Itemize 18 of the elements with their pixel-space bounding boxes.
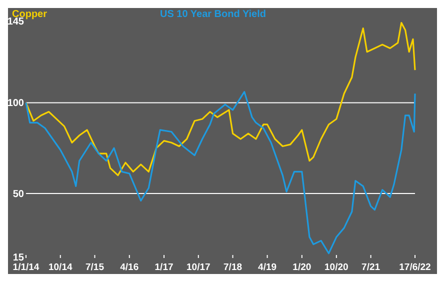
x-tick-label: 10/14 [48, 262, 73, 273]
x-tick-label: 7/21 [362, 262, 381, 273]
x-tick-label: 17/6/22 [399, 262, 431, 273]
x-tick-label: 4/16 [120, 262, 139, 273]
x-tick-label: 1/20 [292, 262, 312, 273]
x-tick-label: 1/17 [154, 262, 174, 273]
y-tick-label: 50 [12, 188, 24, 200]
y-tick-label: 100 [7, 98, 24, 110]
line-series [25, 22, 416, 176]
x-tick-label: 1/1/14 [12, 262, 40, 273]
x-tick-label: 4/19 [258, 262, 277, 273]
x-tick-label: 7/18 [224, 262, 242, 273]
x-tick-label: 7/15 [86, 262, 105, 273]
text: US 10 Year Bond Yield [160, 9, 266, 20]
line-series [25, 91, 416, 254]
x-tick-label: 10/17 [186, 262, 210, 273]
y-tick-label: 15 [12, 252, 24, 264]
x-tick-label: 10/20 [324, 262, 348, 273]
